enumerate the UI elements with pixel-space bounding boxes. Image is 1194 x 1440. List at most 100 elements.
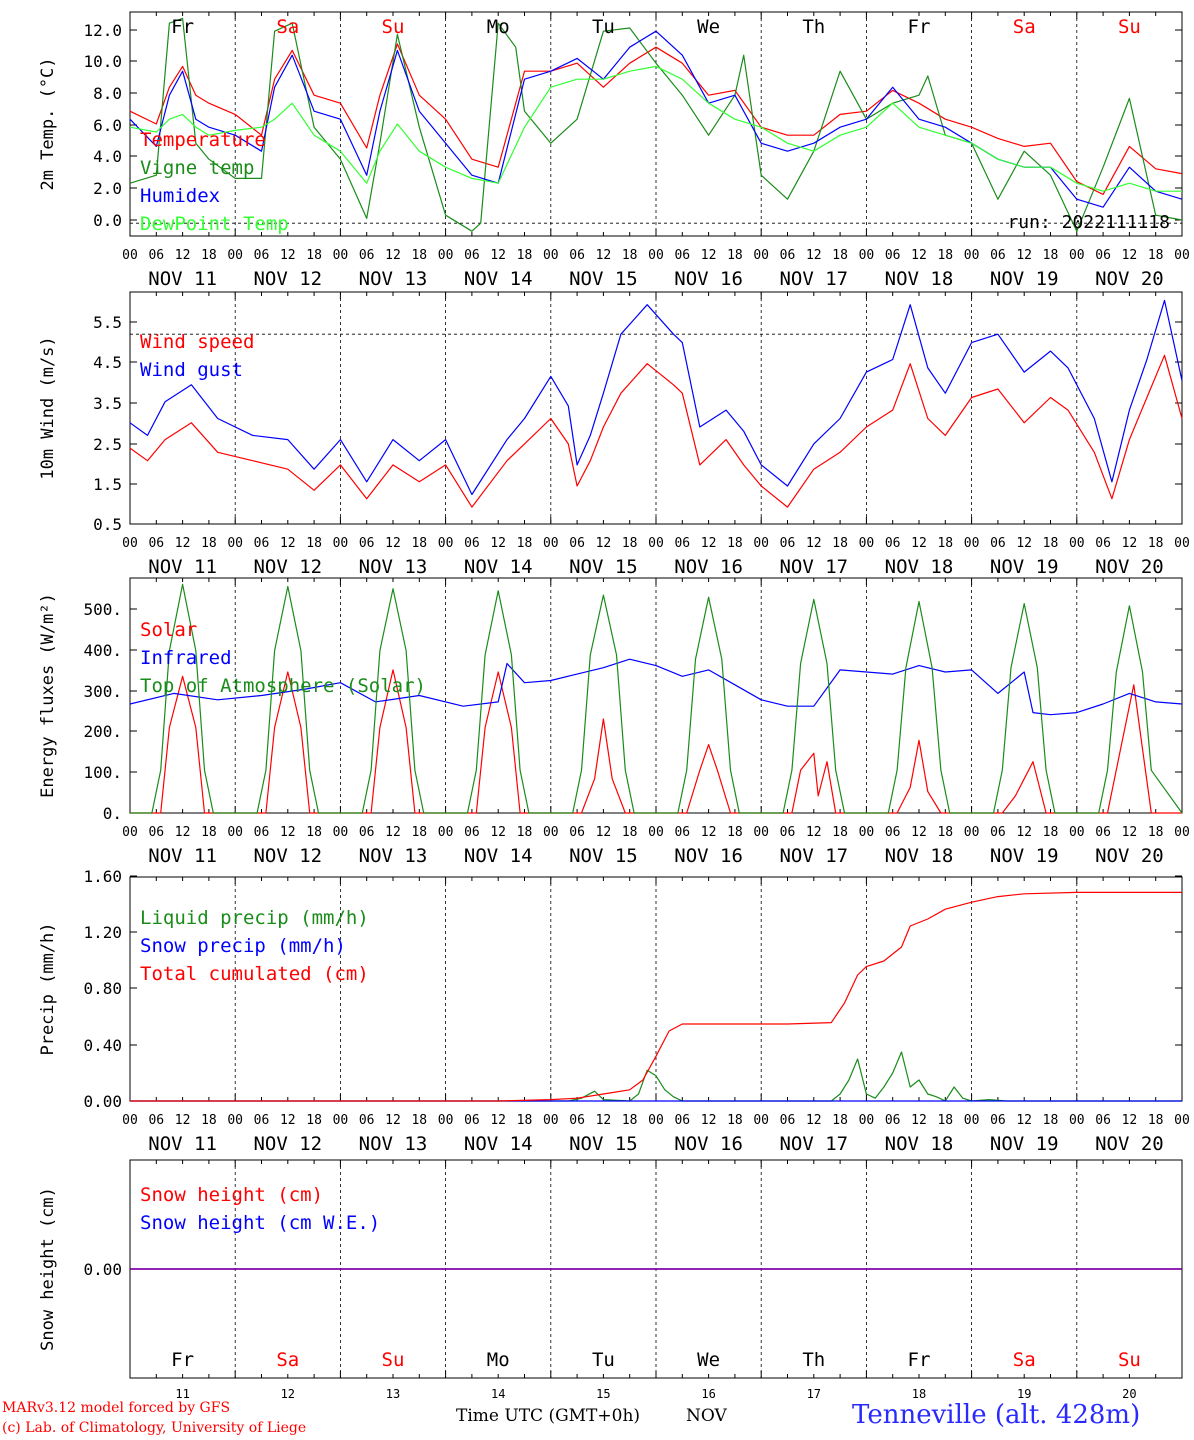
weekday-label: Sa [276,16,299,38]
hour-label: 00 [333,1113,349,1128]
y-tick-label: 12.0 [83,21,122,40]
date-label: NOV 17 [779,556,848,578]
hour-label: 18 [1043,248,1059,263]
legend-entry: Wind gust [140,359,243,381]
hour-label: 00 [753,1113,769,1128]
hour-label: 06 [990,1113,1006,1128]
series-total-cumulated-cm- [130,891,1182,1102]
hour-label: 00 [859,536,875,551]
weekday-label: Su [1118,16,1141,38]
hour-label: 12 [490,536,506,551]
date-label: NOV 17 [779,1133,848,1155]
panel-5: 0.00 Snow height (cm) Snow height (cm) Snow… [38,1159,1183,1401]
hour-label: 12 [1016,825,1032,840]
hour-label: 06 [780,248,796,263]
hour-label: 06 [569,1113,585,1128]
hour-label: 00 [227,1113,243,1128]
hour-label: 12 [1016,248,1032,263]
hour-label: 00 [122,1113,138,1128]
hour-label: 12 [911,248,927,263]
hour-label: 06 [1095,248,1111,263]
hour-label: 18 [622,825,638,840]
hour-label: 12 [490,825,506,840]
hour-label: 12 [385,1113,401,1128]
hour-label: 18 [937,536,953,551]
hour-label: 18 [517,248,533,263]
y-axis-title: Energy fluxes (W/m²) [38,593,58,798]
y-tick-label: 0.0 [93,211,122,230]
date-label: NOV 13 [359,1133,428,1155]
hour-label: 06 [254,536,270,551]
hour-label: 12 [280,248,296,263]
hour-label: 12 [490,1113,506,1128]
hour-label: 06 [464,825,480,840]
hour-label: 00 [648,825,664,840]
hour-label: 06 [885,536,901,551]
hour-label: 18 [1148,1113,1164,1128]
date-label: NOV 11 [148,845,217,867]
hour-label: 12 [1122,1113,1138,1128]
weekday-label: Th [802,16,825,38]
hour-label: 06 [464,248,480,263]
hour-label: 00 [1174,248,1190,263]
day-number-label: 11 [175,1387,189,1401]
legend-entry: Top of Atmosphere (Solar) [140,675,426,697]
date-label: NOV 11 [148,268,217,290]
hour-label: 00 [648,1113,664,1128]
hour-label: 18 [201,825,217,840]
y-tick-label: 0.00 [83,1092,122,1111]
hour-label: 12 [280,1113,296,1128]
hour-label: 12 [806,536,822,551]
series-temperature [129,43,1183,195]
date-label: NOV 20 [1095,268,1164,290]
hour-label: 12 [911,825,927,840]
date-label: NOV 11 [148,1133,217,1155]
date-label: NOV 12 [253,268,322,290]
day-number-label: 13 [386,1387,400,1401]
y-tick-label: 0. [103,804,122,823]
weekday-label: Th [802,1349,825,1371]
date-label: NOV 16 [674,845,743,867]
legend-entry: Humidex [140,185,220,207]
hour-label: 12 [806,248,822,263]
hour-label: 12 [911,536,927,551]
date-label: NOV 20 [1095,556,1164,578]
hour-label: 12 [1122,248,1138,263]
hour-label: 06 [464,536,480,551]
hour-label: 06 [674,825,690,840]
hour-label: 06 [148,536,164,551]
hour-label: 18 [201,248,217,263]
hour-label: 18 [1148,825,1164,840]
hour-label: 06 [990,536,1006,551]
day-number-label: 14 [491,1387,505,1401]
hour-label: 12 [280,825,296,840]
hour-label: 12 [596,1113,612,1128]
hour-label: 00 [227,825,243,840]
hour-label: 00 [333,825,349,840]
run-label: run: 2022111118 [1007,212,1170,233]
hour-label: 00 [1069,536,1085,551]
hour-label: 00 [648,248,664,263]
date-label: NOV 18 [885,1133,954,1155]
legend-entry: Snow precip (mm/h) [140,935,346,957]
hour-label: 12 [280,536,296,551]
hour-label: 18 [832,536,848,551]
hour-label: 06 [674,1113,690,1128]
hour-label: 00 [859,825,875,840]
y-tick-label: 400. [83,641,122,660]
credit-line-1: MARv3.12 model forced by GFS [2,1400,231,1416]
date-label: NOV 15 [569,556,638,578]
hour-label: 18 [517,536,533,551]
hour-label: 06 [148,248,164,263]
date-label: NOV 13 [359,845,428,867]
hour-label: 18 [1148,248,1164,263]
hour-label: 00 [859,248,875,263]
day-number-label: 20 [1122,1387,1136,1401]
hour-label: 18 [306,536,322,551]
y-axis-title: Snow height (cm) [38,1187,58,1351]
y-tick-label: 2.0 [93,179,122,198]
legend-entry: Liquid precip (mm/h) [140,907,369,929]
date-label: NOV 14 [464,556,533,578]
date-label: NOV 12 [253,556,322,578]
hour-label: 06 [674,248,690,263]
